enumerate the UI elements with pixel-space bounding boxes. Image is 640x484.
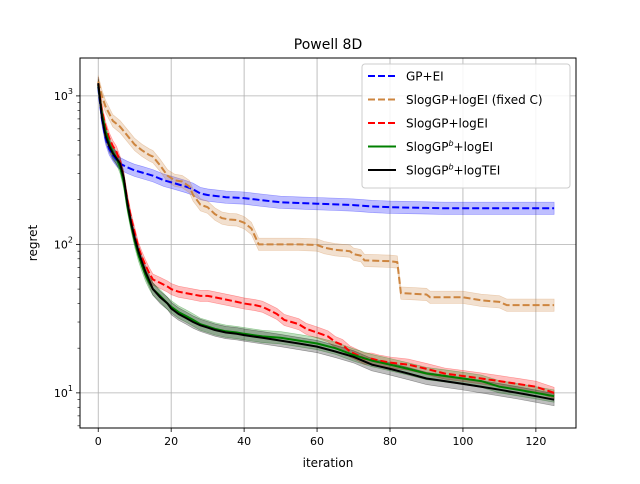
- y-axis-label: regret: [26, 224, 40, 261]
- chart-title: Powell 8D: [294, 37, 363, 53]
- y-tick-label-exponent: 3: [68, 87, 73, 96]
- legend-label-0: GP+EI: [406, 70, 444, 84]
- y-tick-label: 101: [54, 384, 73, 400]
- series-band-4: [97, 76, 555, 407]
- legend-label-2: SlogGP+logEI: [406, 117, 488, 131]
- x-tick-label: 80: [383, 435, 397, 448]
- x-tick-label: 0: [95, 435, 102, 448]
- x-tick-label: 60: [310, 435, 324, 448]
- series-band-0: [97, 80, 555, 215]
- y-tick-label-exponent: 2: [68, 235, 73, 244]
- legend-label-sup: b: [448, 163, 453, 172]
- legend-label-4: SlogGPb+logTEI: [406, 163, 500, 178]
- series-line-4: [97, 82, 555, 401]
- y-tick-label-base: 10: [54, 90, 68, 103]
- series-line-0: [97, 86, 555, 210]
- legend-label-base: GP+EI: [406, 70, 444, 84]
- x-tick-label: 120: [525, 435, 546, 448]
- y-tick-label-exponent: 1: [68, 384, 73, 393]
- series-line-2: [97, 83, 555, 394]
- x-tick-label: 100: [452, 435, 473, 448]
- series-line-1: [97, 81, 555, 307]
- legend-label-base: SlogGP: [406, 164, 448, 178]
- legend-box: [361, 63, 571, 189]
- plot-frame: [79, 57, 577, 429]
- confidence-bands: [97, 75, 555, 407]
- y-tick-label-base: 10: [54, 387, 68, 400]
- legend-label-base: SlogGP+logEI (fixed C): [406, 93, 543, 107]
- x-tick-label: 20: [164, 435, 178, 448]
- legend-label-base: SlogGP+logEI: [406, 117, 488, 131]
- legend-label-base: SlogGP: [406, 140, 448, 154]
- legend-label-sup: b: [448, 139, 453, 148]
- series-band-3: [97, 79, 555, 403]
- legend-label-suffix: +logTEI: [454, 164, 501, 178]
- legend-label-1: SlogGP+logEI (fixed C): [406, 93, 543, 107]
- x-axis-label: iteration: [303, 456, 354, 470]
- y-tick-label: 102: [54, 235, 73, 251]
- x-tick-label: 40: [237, 435, 251, 448]
- legend-label-suffix: +logEI: [454, 140, 493, 154]
- series-band-1: [97, 75, 555, 312]
- y-tick-label-base: 10: [54, 238, 68, 251]
- series-lines: [97, 81, 555, 401]
- y-tick-label: 103: [54, 87, 73, 103]
- legend-label-3: SlogGPb+logEI: [406, 139, 493, 154]
- series-band-2: [97, 78, 555, 399]
